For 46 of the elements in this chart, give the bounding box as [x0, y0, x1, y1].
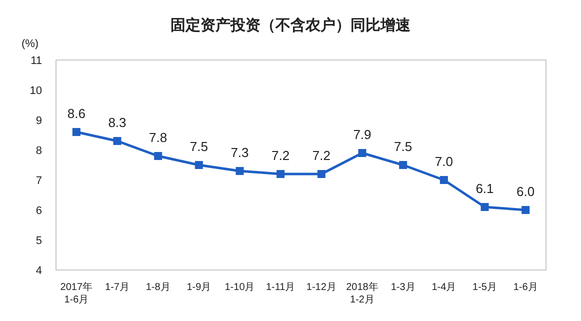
point: [522, 206, 530, 214]
y-tick-label: 9: [36, 115, 42, 127]
data-label: 7.2: [272, 148, 290, 163]
chart-title: 固定资产投资（不含农户）同比增速: [170, 16, 412, 34]
point: [113, 137, 122, 145]
y-tick-label: 10: [30, 85, 42, 97]
y-tick-label: 8: [36, 145, 42, 157]
x-tick-label: 1-6月: [513, 282, 538, 293]
data-label: 6.0: [516, 184, 535, 199]
data-label: 7.2: [312, 148, 330, 163]
x-tick-label: 1-8月: [146, 282, 170, 293]
x-tick-label: 1-10月: [224, 282, 255, 293]
x-tick-label: 2018年 1-2月: [346, 281, 378, 306]
point: [72, 128, 80, 136]
x-tick-label: 2017年 1-6月: [60, 281, 93, 306]
point: [480, 203, 489, 211]
point: [236, 167, 244, 175]
data-label: 6.1: [476, 181, 494, 196]
y-tick-label: 7: [36, 175, 42, 187]
x-tick-label: 1-3月: [390, 282, 416, 293]
x-tick-label: 1-4月: [432, 282, 456, 293]
data-label: 7.5: [394, 139, 412, 154]
data-label: 7.9: [353, 127, 372, 142]
data-label: 7.0: [434, 154, 453, 169]
x-tick-label: 1-12月: [306, 282, 336, 293]
x-tick-label: 1-9月: [186, 282, 212, 293]
point: [440, 176, 448, 184]
point: [276, 170, 285, 178]
x-tick-label: 1-5月: [472, 282, 497, 293]
data-label: 7.5: [190, 139, 208, 154]
point: [194, 161, 203, 169]
y-tick-label: 4: [36, 265, 42, 277]
point: [399, 161, 408, 169]
y-tick-label: 11: [30, 55, 42, 67]
y-tick-label: 5: [36, 235, 42, 247]
data-label: 8.6: [67, 106, 86, 121]
point: [317, 170, 326, 178]
data-label: 7.8: [149, 130, 168, 145]
y-tick-label: 6: [36, 205, 42, 217]
x-tick-label: 1-7月: [105, 282, 130, 293]
x-tick-label: 1-11月: [266, 282, 296, 293]
data-label: 8.3: [108, 115, 126, 130]
data-label: 7.3: [230, 145, 249, 160]
y-axis-title: (%): [21, 38, 39, 50]
point: [358, 149, 366, 157]
point: [154, 152, 162, 160]
